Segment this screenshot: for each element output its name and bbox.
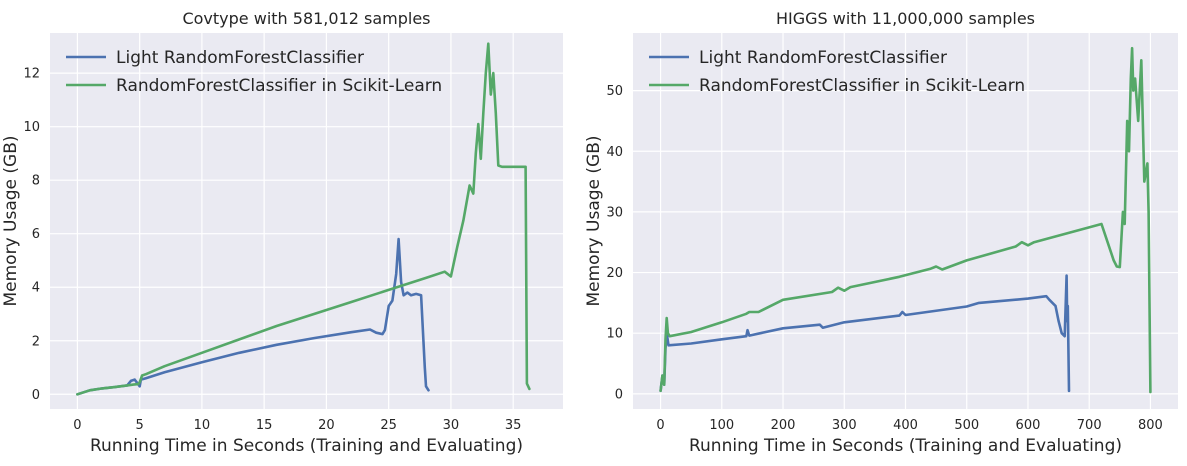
x-tick-label: 400 xyxy=(893,418,918,433)
x-axis-label: Running Time in Seconds (Training and Ev… xyxy=(689,436,1122,456)
y-tick-label: 10 xyxy=(606,327,623,342)
y-tick-label: 10 xyxy=(23,120,40,135)
x-tick-label: 5 xyxy=(136,418,144,433)
y-tick-label: 40 xyxy=(606,145,623,160)
series-line-1 xyxy=(659,46,1152,394)
y-tick-label: 6 xyxy=(32,227,40,242)
x-axis-label: Running Time in Seconds (Training and Ev… xyxy=(90,436,523,456)
y-tick-label: 8 xyxy=(32,174,40,189)
x-tick-label: 20 xyxy=(318,418,335,433)
chart-1: 0 100 200 300 400 500 600 700 800 0 10 20 30 40 50 Ligh… xyxy=(584,9,1178,456)
chart-title: HIGGS with 11,000,000 samples xyxy=(776,9,1035,28)
y-tick-label: 20 xyxy=(606,266,623,281)
x-tick-label: 100 xyxy=(709,418,734,433)
x-tick-label: 15 xyxy=(256,418,273,433)
y-tick-label: 30 xyxy=(606,205,623,220)
y-tick-label: 0 xyxy=(615,387,623,402)
x-tick-label: 35 xyxy=(505,418,522,433)
series-line-1 xyxy=(76,42,531,396)
x-tick-label: 600 xyxy=(1016,418,1041,433)
x-tick-label: 25 xyxy=(380,418,397,433)
x-tick-label: 10 xyxy=(194,418,211,433)
x-tick-label: 300 xyxy=(832,418,857,433)
x-tick-label: 500 xyxy=(954,418,979,433)
chart-title: Covtype with 581,012 samples xyxy=(182,9,430,28)
legend-label-0: Light RandomForestClassifier xyxy=(116,48,364,68)
series-line-0 xyxy=(76,237,430,396)
y-axis-label: Memory Usage (GB) xyxy=(584,135,604,306)
legend-label-1: RandomForestClassifier in Scikit-Learn xyxy=(699,76,1025,96)
y-tick-label: 50 xyxy=(606,84,623,99)
y-tick-label: 4 xyxy=(32,281,40,296)
legend-label-1: RandomForestClassifier in Scikit-Learn xyxy=(116,76,442,96)
legend-label-0: Light RandomForestClassifier xyxy=(699,48,947,68)
x-tick-label: 800 xyxy=(1138,418,1163,433)
y-tick-label: 0 xyxy=(32,388,40,403)
x-tick-label: 700 xyxy=(1077,418,1102,433)
y-axis-label: Memory Usage (GB) xyxy=(1,135,21,306)
y-tick-label: 12 xyxy=(23,67,40,82)
x-tick-label: 30 xyxy=(443,418,460,433)
plot-background xyxy=(50,33,563,409)
series-line-0 xyxy=(659,274,1071,393)
x-tick-label: 0 xyxy=(656,418,664,433)
x-tick-label: 200 xyxy=(771,418,796,433)
chart-0: 0 5 10 15 20 25 30 35 0 2 4 6 8 10 12 Light RandomFores… xyxy=(1,9,563,456)
x-tick-label: 0 xyxy=(73,418,81,433)
y-tick-label: 2 xyxy=(32,334,40,349)
